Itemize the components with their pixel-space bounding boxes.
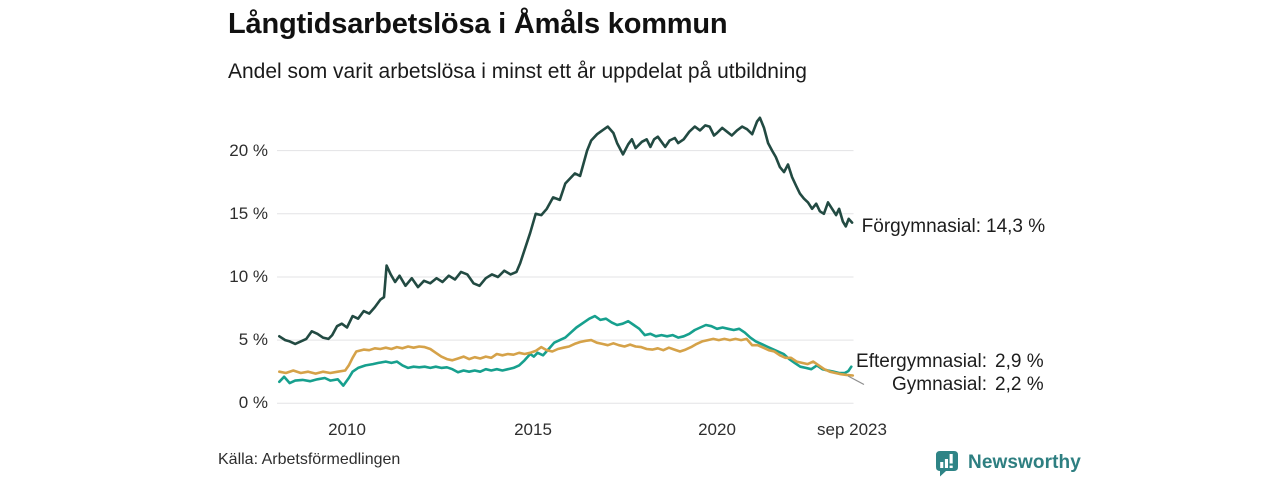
series-line-forgymnasial bbox=[277, 116, 854, 346]
series-line-eftergymnasial bbox=[277, 314, 853, 387]
y-tick-label: 0 % bbox=[238, 393, 268, 412]
series-value: 2,2 % bbox=[995, 374, 1044, 395]
brand-name: Newsworthy bbox=[968, 452, 1081, 473]
series-value: 14,3 % bbox=[986, 216, 1046, 237]
chart-subtitle: Andel som varit arbetslösa i minst ett å… bbox=[228, 60, 807, 83]
series-name: Gymnasial: bbox=[891, 374, 987, 395]
series-name: Eftergymnasial: bbox=[856, 351, 987, 372]
gymnasial-leader-line bbox=[847, 375, 865, 386]
brand-logo: Newsworthy bbox=[933, 449, 1081, 477]
bar-chart-speech-bubble-icon bbox=[936, 451, 958, 477]
series-value: 2,9 % bbox=[995, 351, 1044, 372]
y-tick-label: 20 % bbox=[229, 141, 268, 160]
series-lines bbox=[277, 116, 855, 387]
page-title: Långtidsarbetslösa i Åmåls kommun bbox=[228, 8, 728, 40]
x-tick-label: 2015 bbox=[514, 420, 552, 439]
series-end-label-forgymnasial: Förgymnasial: 14,3 % bbox=[851, 217, 1045, 237]
y-tick-label: 10 % bbox=[229, 267, 268, 286]
x-tick-label: 2020 bbox=[698, 420, 736, 439]
y-tick-label: 15 % bbox=[229, 204, 268, 223]
gridlines bbox=[277, 150, 854, 404]
series-end-label-eftergymnasial: Eftergymnasial: 2,9 % bbox=[845, 352, 1044, 372]
series-end-label-gymnasial: Gymnasial: 2,2 % bbox=[845, 375, 1044, 395]
x-tick-label: sep 2023 bbox=[817, 420, 887, 439]
series-line-gymnasial bbox=[277, 337, 855, 377]
series-name: Förgymnasial: bbox=[861, 216, 981, 237]
y-tick-label: 5 % bbox=[238, 330, 268, 349]
x-tick-label: 2010 bbox=[328, 420, 366, 439]
source-note: Källa: Arbetsförmedlingen bbox=[218, 451, 401, 468]
